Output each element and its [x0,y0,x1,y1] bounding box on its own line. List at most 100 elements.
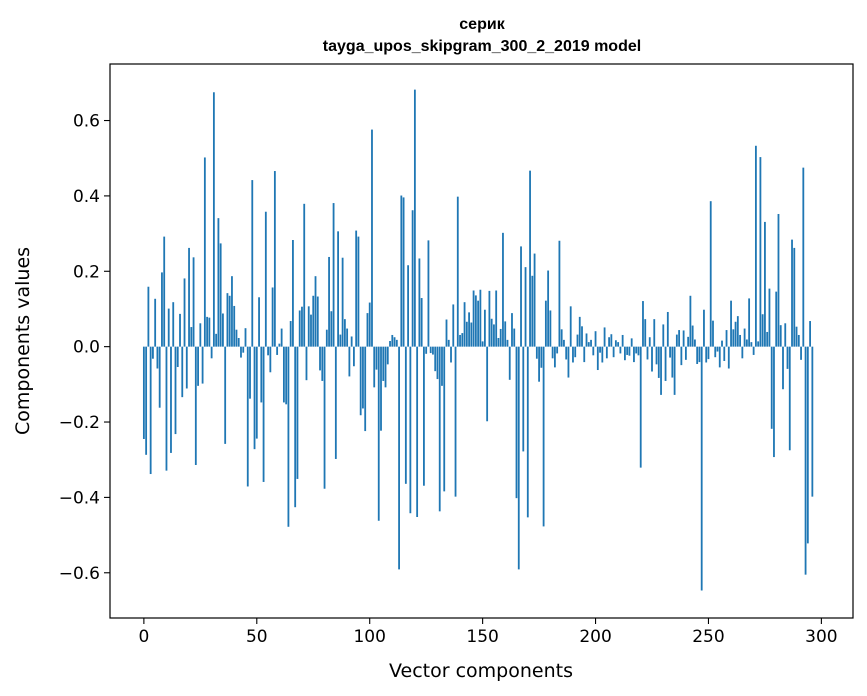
bar-271 [754,145,757,347]
chart-title: серик [459,16,505,33]
bar-33 [217,218,220,347]
y-axis-ticks: 0.6 0.4 0.2 0.0 −0.2 −0.4 −0.6 [59,112,110,584]
bar-295 [809,321,811,347]
bar-258 [725,330,728,347]
x-tick-label: 0 [138,627,149,647]
bar-195 [583,346,586,363]
bar-171 [529,170,531,347]
bar-107 [384,346,387,388]
bar-287 [791,239,793,347]
bar-46 [246,346,249,487]
bar-12 [170,346,172,453]
bar-263 [736,316,739,347]
bar-169 [524,267,527,347]
bar-109 [389,341,391,347]
bar-134 [445,319,448,347]
bar-266 [743,328,746,347]
bar-241 [687,336,690,347]
bar-91 [348,346,351,377]
bar-214 [626,346,629,355]
bar-128 [432,346,434,355]
bar-273 [759,157,762,347]
y-tick-label: −0.4 [59,488,100,508]
bar-268 [748,298,751,347]
x-tick-label: 200 [579,627,611,647]
bar-278 [770,346,773,429]
bar-261 [732,329,735,347]
y-tick-label: 0.2 [73,262,100,282]
bar-181 [551,346,554,359]
bar-64 [287,346,290,527]
bar-series [142,89,814,591]
bar-87 [339,334,342,347]
bar-93 [353,346,355,367]
bar-192 [576,334,579,347]
x-tick-label: 250 [692,627,724,647]
bar-182 [553,346,556,368]
bar-230 [662,324,665,347]
bar-13 [172,302,175,347]
bar-99 [366,313,369,347]
bar-173 [533,253,536,347]
bar-276 [766,331,769,347]
bar-210 [617,342,620,347]
bar-188 [567,346,570,378]
bar-35 [222,313,224,347]
bar-208 [612,346,615,358]
bar-236 [675,334,678,347]
bar-215 [628,346,631,356]
bar-63 [285,346,288,405]
bar-176 [540,346,543,368]
bar-204 [603,327,606,347]
bar-206 [608,337,610,347]
bar-65 [289,321,292,347]
bar-26 [201,346,204,384]
bar-80 [323,346,326,489]
bar-139 [456,196,459,347]
bar-167 [520,246,522,347]
bar-47 [249,346,251,399]
bar-122 [418,258,421,347]
bar-232 [666,311,669,347]
bar-45 [244,328,247,347]
bar-270 [752,346,755,355]
bar-97 [362,346,364,409]
bar-238 [680,346,683,366]
bar-27 [203,157,206,347]
bar-77 [316,296,319,347]
bar-104 [377,346,380,521]
bar-74 [310,314,312,347]
bar-253 [714,346,717,358]
bar-285 [786,346,789,369]
bar-129 [434,346,437,372]
bar-242 [689,295,692,347]
bar-17 [181,346,184,398]
bar-137 [452,304,455,347]
bar-246 [698,346,701,363]
bar-274 [761,314,764,347]
bar-4 [152,346,154,359]
bar-220 [639,346,642,468]
bar-168 [522,346,525,452]
bar-213 [624,346,626,361]
bar-172 [531,275,534,347]
bar-249 [705,346,708,363]
bar-82 [328,256,330,347]
bar-257 [723,346,726,361]
bar-38 [228,295,231,347]
bar-292 [802,167,805,347]
bar-36 [224,346,227,444]
bar-243 [691,325,694,347]
bar-148 [477,300,480,347]
bar-262 [734,321,737,347]
bar-58 [273,171,276,347]
bar-203 [601,346,604,363]
bar-140 [459,334,461,347]
bar-288 [793,247,796,347]
bar-39 [231,276,233,347]
bar-78 [319,346,321,371]
bar-52 [260,346,263,403]
x-tick-label: 50 [246,627,268,647]
bar-42 [237,337,240,347]
bar-152 [486,346,489,422]
